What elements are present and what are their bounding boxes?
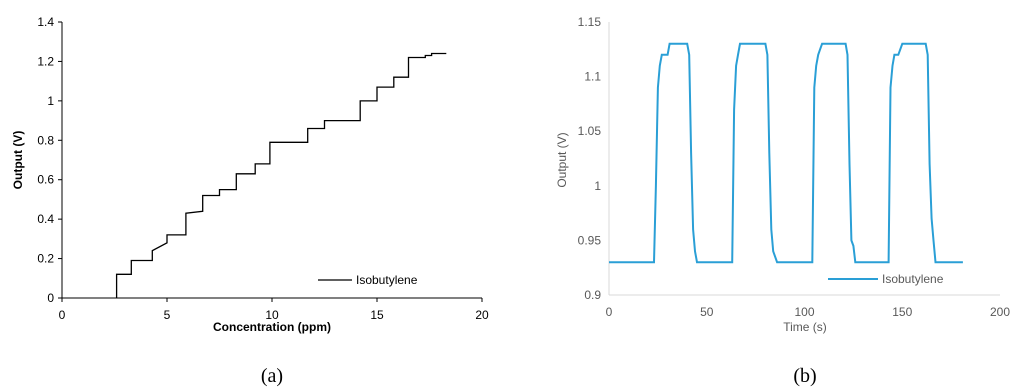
chart-a: 0 0.2 0.4 0.6 0.8 1 1.2 1.4 0 5 10 15 20 Concentrat… [11,15,489,387]
chart-b-series-line [609,42,963,264]
x-tick-label: 0 [606,305,613,319]
panel-label-b: (b) [793,365,816,387]
y-tick-label: 0 [47,291,54,305]
y-tick-label: 0.6 [37,173,54,187]
x-tick-label: 150 [892,305,912,319]
x-tick-label: 0 [59,308,66,322]
y-tick-label: 0.8 [37,133,54,147]
x-tick-label: 200 [990,305,1010,319]
y-tick-label: 1.1 [584,70,601,84]
chart-b-x-label: Time (s) [783,320,827,334]
y-tick-label: 1 [47,94,54,108]
chart-a-y-label: Output (V) [11,131,25,190]
y-tick-label: 1.4 [37,15,54,29]
y-tick-label: 0.9 [584,288,601,302]
chart-b-legend-label: Isobutylene [882,272,944,286]
y-tick-label: 1.05 [578,124,602,138]
x-tick-label: 5 [164,308,171,322]
y-tick-label: 0.2 [37,252,54,266]
chart-b-x-ticks: 0 50 100 150 200 [606,305,1011,319]
chart-b-y-ticks: 0.9 0.95 1 1.05 1.1 1.15 [578,15,602,302]
chart-a-x-ticks: 0 5 10 15 20 [59,298,489,322]
y-tick-label: 1 [594,179,601,193]
y-tick-label: 0.95 [578,233,602,247]
panel-label-a: (a) [261,365,283,387]
chart-a-x-label: Concentration (ppm) [213,320,331,334]
chart-b-y-label: Output (V) [555,132,569,187]
x-tick-label: 10 [265,308,279,322]
chart-b: 0.9 0.95 1 1.05 1.1 1.15 0 50 100 150 200 Time (s… [555,15,1010,387]
x-tick-label: 15 [370,308,384,322]
y-tick-label: 1.15 [578,15,602,29]
x-tick-label: 20 [475,308,489,322]
chart-a-legend-label: Isobutylene [356,273,418,287]
y-tick-label: 1.2 [37,54,54,68]
chart-a-y-ticks: 0 0.2 0.4 0.6 0.8 1 1.2 1.4 [37,15,62,305]
x-tick-label: 50 [700,305,714,319]
x-tick-label: 100 [794,305,814,319]
y-tick-label: 0.4 [37,212,54,226]
chart-a-series-line [115,52,447,298]
